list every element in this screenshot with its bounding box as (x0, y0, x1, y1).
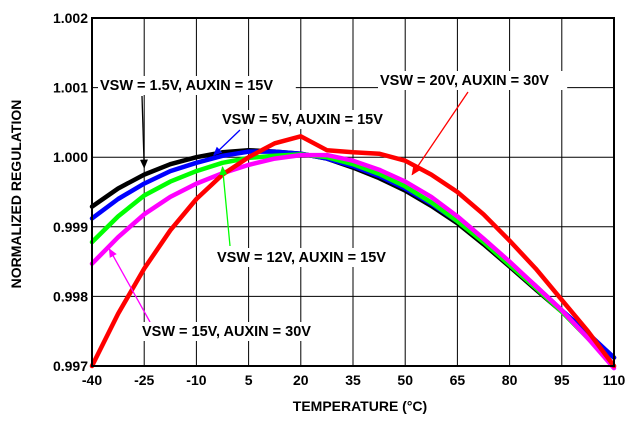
y-tick-label: 1.000 (53, 149, 88, 165)
y-tick-label: 0.998 (53, 288, 88, 304)
y-tick-label: 0.999 (53, 219, 88, 235)
series-line-5 (89, 134, 617, 369)
x-tick-label: -25 (134, 372, 154, 388)
x-tick-label: 65 (450, 372, 466, 388)
series-line-4 (89, 152, 617, 371)
annotation-label-bg (220, 110, 401, 129)
x-tick-label: 20 (293, 372, 309, 388)
annotation-label-bg (140, 322, 330, 341)
x-tick-label: 5 (245, 372, 253, 388)
x-tick-label: -40 (82, 372, 102, 388)
x-tick-label: 80 (502, 372, 518, 388)
annotation-label-bg (98, 76, 296, 95)
annotations: VSW = 1.5V, AUXIN = 15V VSW = 5V, AUXIN =… (98, 71, 568, 341)
y-axis-title: NORMALIZED REGULATION (8, 100, 24, 289)
y-tick-label: 1.002 (53, 10, 88, 26)
annotation-arrow (213, 129, 241, 156)
x-tick-label: 35 (345, 372, 361, 388)
tick-labels: -40 -25 -10 5 20 35 50 65 80 95 110 0.997 0.998 0.999… (53, 10, 626, 388)
x-axis-title: TEMPERATURE (°C) (293, 398, 427, 414)
annotation-label: VSW = 5V, AUXIN = 15V (222, 112, 383, 128)
x-tick-label: 95 (554, 372, 570, 388)
series-layer (89, 134, 617, 371)
annotation-label: VSW = 1.5V, AUXIN = 15V (100, 78, 273, 94)
y-tick-label: 1.001 (53, 80, 88, 96)
x-tick-label: 50 (397, 372, 413, 388)
annotation-label-bg (215, 248, 405, 267)
annotation-label: VSW = 20V, AUXIN = 30V (380, 73, 549, 89)
annotation-label: VSW = 15V, AUXIN = 30V (142, 324, 311, 340)
annotation-arrow (108, 248, 151, 323)
y-tick-label: 0.997 (53, 358, 88, 374)
annotation-arrow (139, 95, 148, 169)
annotation-arrow (411, 91, 469, 176)
x-tick-label: 110 (603, 372, 626, 388)
x-tick-label: -10 (186, 372, 206, 388)
annotation-label: VSW = 12V, AUXIN = 15V (217, 250, 386, 266)
annotation-arrow (219, 165, 231, 247)
plot-frame (91, 17, 615, 367)
annotation-label-bg (378, 71, 568, 90)
